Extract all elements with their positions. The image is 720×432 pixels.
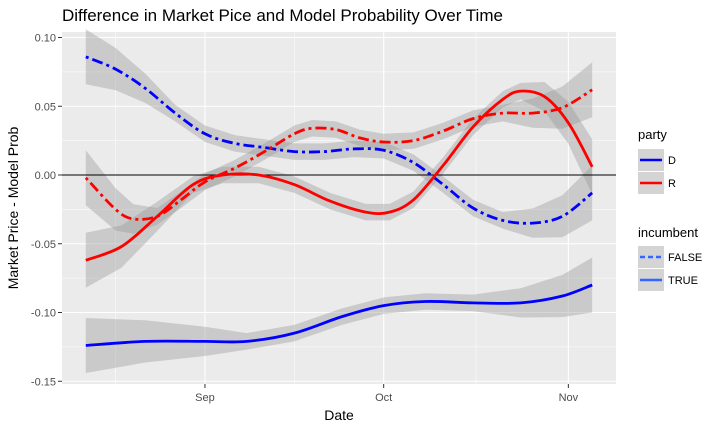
legend-title-party: party	[638, 127, 667, 142]
confidence-bands	[85, 29, 593, 373]
y-tick-label: -0.05	[31, 239, 56, 251]
legend-title-incumbent: incumbent	[638, 225, 698, 240]
confidence-band-r-true	[85, 82, 593, 288]
legend-label-false: FALSE	[668, 252, 702, 264]
legend-label-d: D	[668, 155, 676, 167]
y-tick-label: -0.15	[31, 376, 56, 388]
x-tick-label: Oct	[375, 392, 392, 404]
series-line-r-true	[85, 89, 594, 262]
y-tick-label: -0.10	[31, 308, 56, 320]
series-line-d-true	[85, 283, 593, 347]
legend-label-r: R	[668, 178, 676, 190]
x-axis-title: Date	[324, 407, 354, 423]
y-tick-label: 0.05	[35, 101, 56, 113]
grid-lines	[62, 32, 616, 384]
x-tick-label: Sep	[195, 392, 215, 404]
confidence-band-d-true	[85, 257, 593, 373]
chart-title: Difference in Market Pice and Model Prob…	[62, 6, 503, 25]
legend-label-true: TRUE	[668, 275, 698, 287]
confidence-band-d-false	[85, 29, 593, 238]
series-lines	[84, 55, 594, 347]
y-tick-label: 0.10	[35, 33, 56, 45]
series-line-d-false	[85, 55, 594, 225]
axis-ticks: 0.10 0.05 0.00 -0.05 -0.10 -0.15 Sep Oct Nov	[31, 33, 579, 405]
y-tick-label: 0.00	[35, 170, 56, 182]
y-axis-title: Market Price - Model Prob	[5, 126, 21, 289]
x-tick-label: Nov	[559, 392, 579, 404]
legend: party D R incumbent FALSE TRUE	[638, 127, 702, 291]
confidence-band-r-false	[85, 62, 593, 234]
